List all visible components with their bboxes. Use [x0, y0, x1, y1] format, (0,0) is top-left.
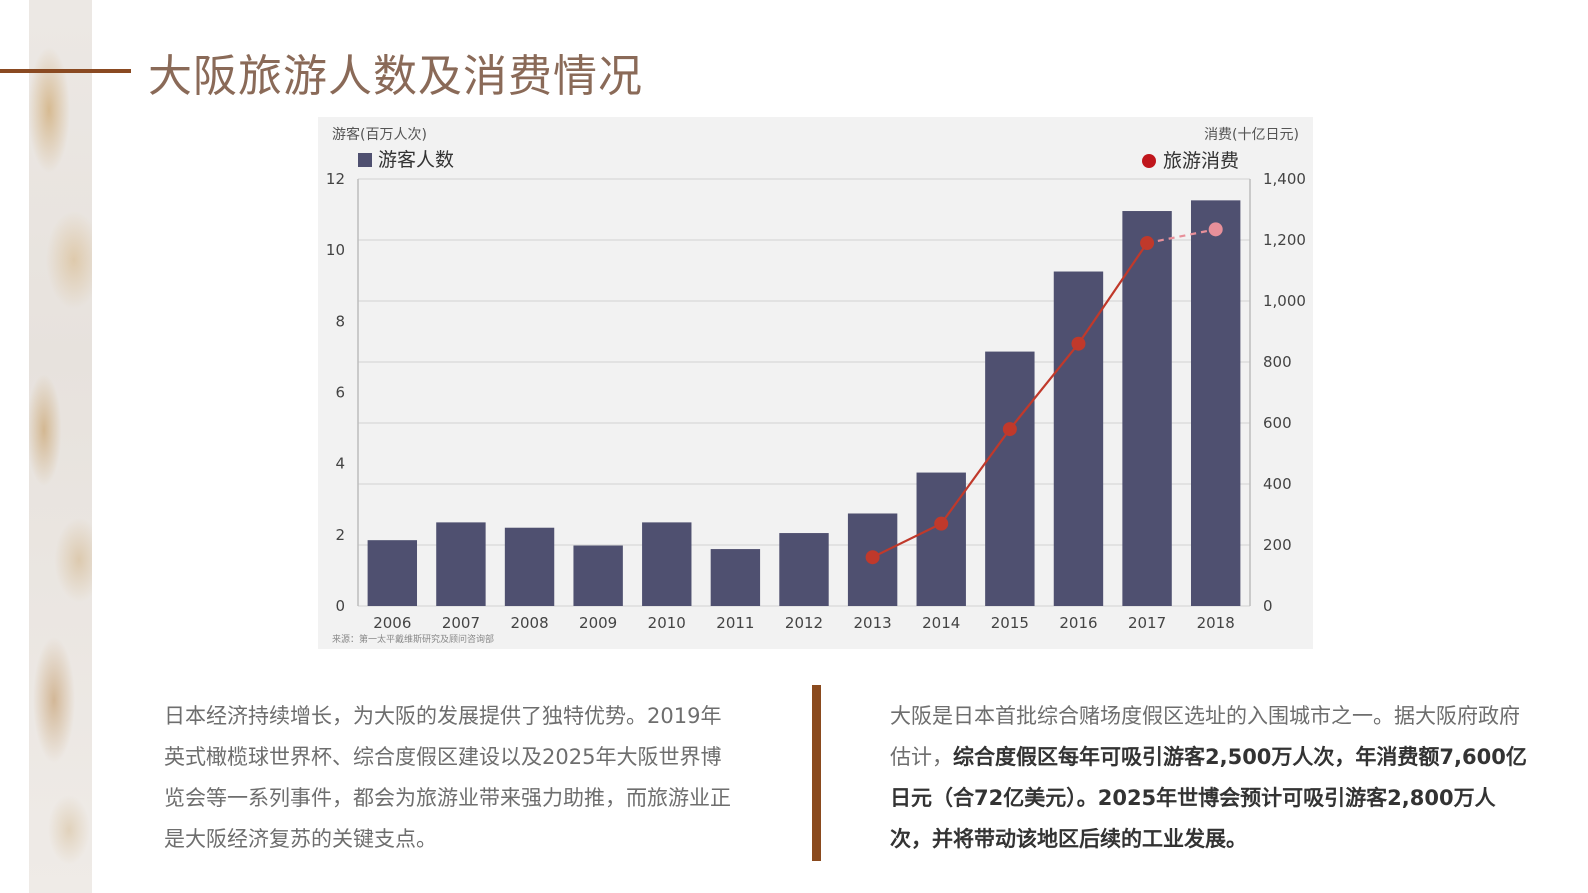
bar-2014: [916, 472, 966, 606]
line-segment: [1146, 228, 1216, 245]
bar-2015: [985, 351, 1035, 606]
legend-bar-label: 游客人数: [378, 149, 454, 171]
right-tick-labels: 0 200 400 600 800 1,000 1,200 1,400: [1263, 170, 1306, 615]
left-tick-label: 10: [326, 241, 345, 259]
x-tick-label: 2006: [373, 614, 411, 632]
marble-side-decoration: [29, 0, 92, 893]
line-point-2018: [1208, 222, 1223, 237]
consumption-line: [865, 222, 1223, 565]
bar-2016: [1053, 271, 1104, 606]
left-tick-label: 12: [326, 170, 345, 188]
line-segment: [940, 428, 1011, 525]
right-tick-label: 1,200: [1263, 231, 1306, 249]
line-segment: [1008, 343, 1080, 430]
left-tick-label: 6: [335, 384, 345, 402]
bar-2011: [710, 549, 761, 606]
right-tick-label: 200: [1263, 536, 1292, 554]
right-axis-title: 消费(十亿日元): [1204, 127, 1299, 143]
x-tick-label: 2018: [1197, 614, 1235, 632]
x-tick-labels: 2006 2007 2008 2009 2010 2011 2012 2013 2014 2015…: [373, 614, 1235, 632]
bar-2018: [1190, 200, 1241, 606]
right-tick-label: 0: [1263, 597, 1273, 615]
line-point-2015: [1002, 422, 1017, 437]
bar-2007: [436, 522, 486, 606]
right-tick-label: 400: [1263, 475, 1292, 493]
right-tick-label: 1,000: [1263, 292, 1306, 310]
legend-line-swatch: [1142, 154, 1156, 168]
left-tick-label: 4: [335, 455, 345, 473]
legend-bar-swatch: [358, 153, 372, 167]
bar-2010: [642, 522, 692, 606]
chart-panel: 0 2 4 6 8 10 12 0 200 400 600 800 1,000 1,200 1,400 2…: [318, 117, 1313, 649]
left-paragraph: 日本经济持续增长，为大阪的发展提供了独特优势。2019年英式橄榄球世界杯、综合度…: [164, 704, 731, 851]
line-point-2014: [934, 516, 949, 531]
x-tick-label: 2016: [1059, 614, 1097, 632]
right-paragraph: 大阪是日本首批综合赌场度假区选址的入围城市之一。据大阪府政府估计，综合度假区每年…: [890, 696, 1530, 860]
line-segment: [1077, 242, 1148, 345]
x-tick-label: 2010: [648, 614, 686, 632]
bar-2012: [779, 533, 829, 606]
combo-chart: 0 2 4 6 8 10 12 0 200 400 600 800 1,000 1,200 1,400 2…: [326, 126, 1306, 645]
right-tick-label: 600: [1263, 414, 1292, 432]
column-divider: [812, 685, 821, 861]
legend-line-label: 旅游消费: [1163, 150, 1239, 172]
line-point-2016: [1071, 336, 1086, 351]
left-tick-label: 8: [335, 312, 345, 330]
x-tick-label: 2007: [442, 614, 480, 632]
x-tick-label: 2012: [785, 614, 823, 632]
x-tick-label: 2015: [991, 614, 1029, 632]
bars: [367, 200, 1241, 606]
page-title: 大阪旅游人数及消费情况: [148, 51, 643, 102]
left-tick-label: 0: [335, 597, 345, 615]
line-point-2017: [1140, 236, 1155, 251]
bar-2009: [573, 545, 623, 606]
right-tick-label: 1,400: [1263, 170, 1306, 188]
line-point-2013: [865, 550, 880, 565]
right-tick-label: 800: [1263, 353, 1292, 371]
right-paragraph-normal: 大阪是日本首批综合赌场度假区选址的入围城市之一。据大阪府政府估计，: [890, 704, 1520, 769]
left-tick-label: 2: [335, 526, 345, 544]
left-tick-labels: 0 2 4 6 8 10 12: [326, 170, 345, 615]
line-segment: [872, 522, 942, 559]
title-rule: [0, 69, 131, 73]
right-paragraph-bold: 综合度假区每年可吸引游客2,500万人次，年消费额7,600亿日元（合72亿美元…: [890, 745, 1527, 851]
x-tick-label: 2008: [510, 614, 548, 632]
x-tick-label: 2013: [854, 614, 892, 632]
bar-2017: [1122, 211, 1172, 606]
x-tick-label: 2017: [1128, 614, 1166, 632]
x-tick-label: 2009: [579, 614, 617, 632]
bar-2006: [367, 540, 418, 606]
bar-2008: [504, 527, 555, 606]
x-tick-label: 2011: [716, 614, 754, 632]
source-note: 来源：第一太平戴维斯研究及顾问咨询部: [332, 633, 494, 645]
left-axis-title: 游客(百万人次): [332, 126, 427, 143]
x-tick-label: 2014: [922, 614, 960, 632]
